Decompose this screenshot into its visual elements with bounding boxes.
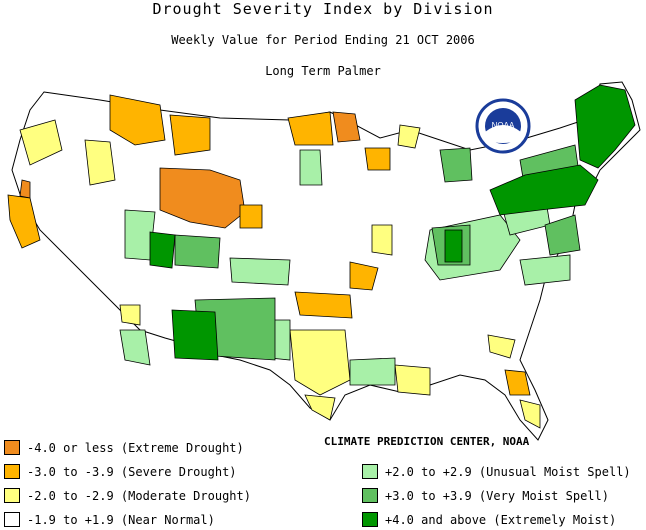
division-az-moderate <box>119 304 141 326</box>
unusual-moist-divisions <box>119 149 571 386</box>
legend-swatch <box>362 464 378 479</box>
division-ne-moist <box>299 149 323 186</box>
division-mi-very-moist <box>439 147 473 183</box>
division-mt-severe-1 <box>109 94 166 146</box>
legend-label: +4.0 and above (Extremely Moist) <box>385 512 617 527</box>
division-fl-moderate <box>519 399 541 429</box>
legend-swatch <box>4 464 20 479</box>
map-subtitle: Weekly Value for Period Ending 21 OCT 20… <box>171 33 475 47</box>
noaa-logo: NOAA <box>475 98 531 154</box>
drought-map: NOAA <box>7 81 641 441</box>
legend-extreme-drought: -4.0 or less (Extreme Drought) <box>4 440 244 455</box>
division-new-england-extreme-moist <box>574 84 636 169</box>
division-co-very-moist <box>174 234 221 269</box>
division-id-moderate <box>84 139 116 186</box>
moderate-drought-divisions <box>19 119 541 429</box>
division-or-extreme <box>19 179 31 199</box>
severe-drought-divisions <box>7 94 531 396</box>
division-sc-moderate <box>487 334 516 359</box>
division-tx-moderate-2 <box>304 394 336 421</box>
division-nm-extreme-moist <box>171 309 219 361</box>
legend-label: -3.0 to -3.9 (Severe Drought) <box>27 464 237 479</box>
division-mid-atlantic-very-moist <box>544 214 581 256</box>
division-tx-moderate-1 <box>289 329 351 396</box>
division-mn-severe <box>364 147 391 171</box>
division-ut-extreme-moist <box>149 231 176 269</box>
division-mt-severe-2 <box>169 114 211 156</box>
extremely-moist-divisions <box>149 84 636 361</box>
division-ia-moderate <box>371 224 393 256</box>
division-ny-pa-extreme-moist <box>489 164 599 216</box>
division-nm-moist <box>119 329 151 366</box>
legend-unusual-moist: +2.0 to +2.9 (Unusual Moist Spell) <box>362 464 631 479</box>
division-fl-severe <box>504 369 531 396</box>
legend-very-moist: +3.0 to +3.9 (Very Moist Spell) <box>362 488 609 503</box>
extreme-drought-divisions <box>19 111 361 229</box>
legend-label: +2.0 to +2.9 (Unusual Moist Spell) <box>385 464 631 479</box>
division-ks-severe <box>349 261 379 291</box>
division-gulf-moist <box>349 357 396 386</box>
division-wy-mt-extreme <box>159 167 246 229</box>
division-va-moist <box>519 254 571 286</box>
map-title: Drought Severity Index by Division <box>152 0 494 18</box>
division-wy-severe <box>239 204 263 229</box>
division-nd-mn-extreme <box>332 111 361 143</box>
legend-extremely-moist: +4.0 and above (Extremely Moist) <box>362 512 616 527</box>
legend-severe-drought: -3.0 to -3.9 (Severe Drought) <box>4 464 237 479</box>
legend-near-normal: -1.9 to +1.9 (Near Normal) <box>4 512 215 527</box>
legend-label: -2.0 to -2.9 (Moderate Drought) <box>27 488 251 503</box>
division-la-moderate <box>394 364 431 396</box>
legend-swatch <box>362 488 378 503</box>
legend-swatch <box>4 488 20 503</box>
legend-label: -1.9 to +1.9 (Near Normal) <box>27 512 215 527</box>
division-ca-severe <box>7 194 41 249</box>
division-nd-severe <box>287 111 334 146</box>
legend-moderate-drought: -2.0 to -2.9 (Moderate Drought) <box>4 488 251 503</box>
legend-swatch <box>4 512 20 527</box>
noaa-logo-text: NOAA <box>492 121 515 130</box>
division-ks-moist <box>229 257 291 286</box>
division-in-extreme-moist <box>444 229 463 263</box>
credit-label: CLIMATE PREDICTION CENTER, NOAA <box>324 435 530 448</box>
legend-swatch <box>362 512 378 527</box>
index-name: Long Term Palmer <box>265 64 381 78</box>
legend-label: -4.0 or less (Extreme Drought) <box>27 440 244 455</box>
legend-label: +3.0 to +3.9 (Very Moist Spell) <box>385 488 609 503</box>
division-ok-severe <box>294 291 353 319</box>
legend-swatch <box>4 440 20 455</box>
division-mi-moderate <box>397 124 421 149</box>
division-wa-moderate <box>19 119 63 166</box>
